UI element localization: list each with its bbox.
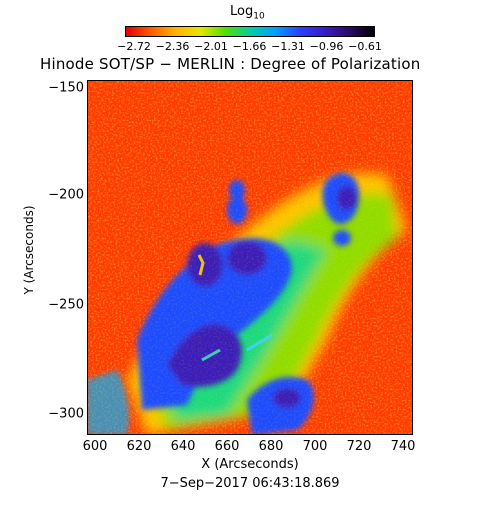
- x-tick-label: 600: [82, 439, 108, 454]
- x-tick-label: 740: [390, 439, 416, 454]
- colorbar-label: Log10: [230, 4, 265, 22]
- colorbar-tick-label: −2.01: [194, 40, 228, 53]
- colorbar-tick-label: −0.61: [348, 40, 382, 53]
- x-tick-label: 640: [170, 439, 196, 454]
- x-axis-label: X (Arcseconds): [201, 457, 299, 472]
- x-tick-label: 660: [214, 439, 240, 454]
- x-tick-label: 620: [126, 439, 152, 454]
- colorbar-tick-label: −2.36: [155, 40, 190, 53]
- colorbar-tick-label: −1.31: [271, 40, 305, 53]
- y-tick-label: −150: [48, 80, 84, 96]
- x-tick-label: 700: [302, 439, 328, 454]
- plot-frame: [87, 80, 413, 435]
- y-tick-label: −250: [48, 297, 84, 313]
- colorbar: [125, 26, 375, 37]
- y-axis-label: Y (Arcseconds): [22, 205, 36, 295]
- plot-title: Hinode SOT/SP − MERLIN : Degree of Polar…: [40, 55, 421, 73]
- timestamp: 7−Sep−2017 06:43:18.869: [160, 476, 340, 491]
- x-tick-label: 680: [258, 439, 284, 454]
- colorbar-tick-label: −1.66: [232, 40, 267, 53]
- x-tick-label: 720: [346, 439, 372, 454]
- colorbar-tick-label: −2.72: [117, 40, 151, 53]
- y-tick-label: −200: [48, 187, 84, 203]
- colorbar-tick-label: −0.96: [309, 40, 344, 53]
- polarization-map: [87, 80, 413, 435]
- y-tick-label: −300: [48, 406, 84, 422]
